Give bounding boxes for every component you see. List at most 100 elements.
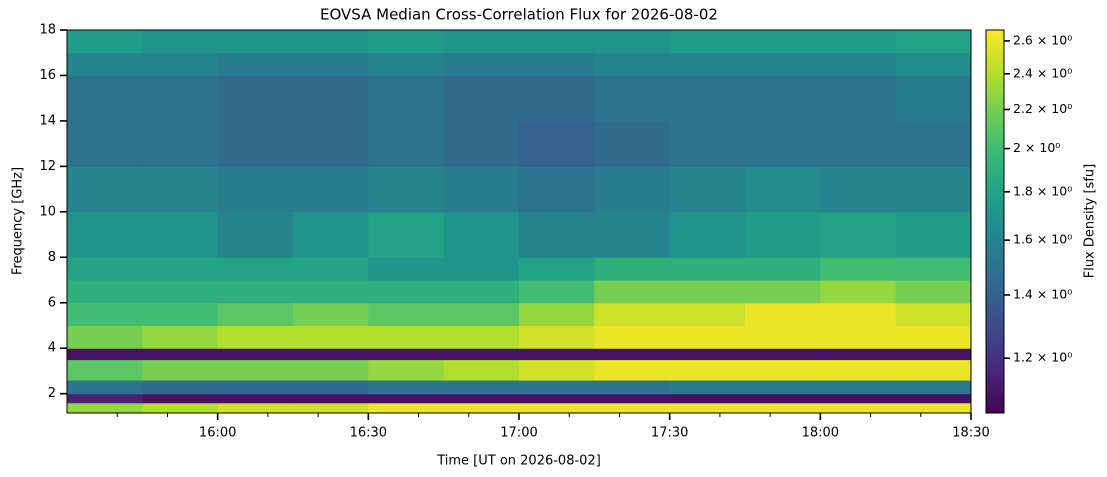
heatmap-cell <box>443 30 520 54</box>
heatmap-cell <box>594 52 671 76</box>
heatmap-cell <box>293 166 369 213</box>
heatmap-cell <box>594 30 671 54</box>
heatmap-cell <box>67 302 143 326</box>
y-tick-label: 18 <box>39 23 56 38</box>
x-tick-label: 16:00 <box>199 426 236 441</box>
colorbar-tick-label: 2.4 × 10⁰ <box>1013 65 1072 80</box>
heatmap-cell <box>293 325 369 349</box>
heatmap-cell <box>895 120 972 167</box>
heatmap-cell <box>669 75 746 122</box>
heatmap-cell <box>293 30 369 54</box>
heatmap-cell <box>142 325 219 349</box>
heatmap-cell <box>519 393 595 404</box>
heatmap-cell <box>67 120 143 167</box>
heatmap-cell <box>217 359 294 381</box>
heatmap-cell <box>519 52 595 76</box>
heatmap-cell <box>745 348 821 361</box>
heatmap-cell <box>519 257 595 281</box>
heatmap-cell <box>368 211 445 258</box>
heatmap-cell <box>594 380 671 395</box>
x-axis-label: Time [UT on 2026-08-02] <box>436 454 601 469</box>
heatmap-cell <box>820 393 897 404</box>
heatmap-cell <box>368 52 445 76</box>
heatmap-cell <box>820 280 897 304</box>
heatmap-cell <box>142 30 219 54</box>
heatmap-cell <box>142 348 219 361</box>
colorbar-tick-label: 1.6 × 10⁰ <box>1013 232 1072 247</box>
heatmap-cell <box>368 166 445 213</box>
heatmap-cell <box>895 75 972 122</box>
heatmap-cell <box>519 348 595 361</box>
heatmap-cell <box>594 75 671 122</box>
y-tick-label: 10 <box>39 204 56 219</box>
heatmap-cell <box>443 348 520 361</box>
heatmap-cell <box>895 393 972 404</box>
heatmap-cell <box>594 302 671 326</box>
colorbar-tick-label: 2.2 × 10⁰ <box>1013 101 1072 116</box>
heatmap-cell <box>519 211 595 258</box>
heatmap-cell <box>293 302 369 326</box>
x-tick-label: 16:30 <box>350 426 387 441</box>
heatmap-cell <box>745 30 821 54</box>
heatmap-cell <box>293 280 369 304</box>
heatmap-cell <box>745 393 821 404</box>
heatmap-cell <box>443 402 520 414</box>
heatmap-cell <box>368 359 445 381</box>
heatmap-cell <box>895 30 972 54</box>
heatmap-cell <box>293 393 369 404</box>
heatmap-cell <box>293 52 369 76</box>
heatmap-cell <box>745 166 821 213</box>
heatmap-cell <box>820 348 897 361</box>
colorbar <box>985 29 1005 414</box>
heatmap-cell <box>594 166 671 213</box>
heatmap-cell <box>217 325 294 349</box>
heatmap-cell <box>519 120 595 167</box>
heatmap-cell <box>820 302 897 326</box>
heatmap-cell <box>669 402 746 414</box>
heatmap-cell <box>594 211 671 258</box>
heatmap-cell <box>669 359 746 381</box>
heatmap-cell <box>519 380 595 395</box>
heatmap-cell <box>745 280 821 304</box>
heatmap-cell <box>67 280 143 304</box>
heatmap-cell <box>745 402 821 414</box>
heatmap-cell <box>443 211 520 258</box>
heatmap-cell <box>669 52 746 76</box>
heatmap-cell <box>895 166 972 213</box>
y-tick-label: 12 <box>39 159 56 174</box>
heatmap-cell <box>67 257 143 281</box>
x-tick-label: 17:30 <box>651 426 688 441</box>
heatmap-cell <box>368 30 445 54</box>
heatmap-cell <box>217 280 294 304</box>
heatmap-cell <box>895 325 972 349</box>
heatmap-cell <box>519 302 595 326</box>
heatmap-cell <box>895 359 972 381</box>
heatmap-cell <box>594 348 671 361</box>
heatmap-cell <box>669 393 746 404</box>
heatmap-cell <box>67 30 143 54</box>
heatmap-cell <box>368 325 445 349</box>
heatmap-cell <box>594 359 671 381</box>
heatmap-cell <box>142 211 219 258</box>
heatmap-cell <box>594 280 671 304</box>
heatmap-cell <box>745 359 821 381</box>
heatmap <box>67 30 972 414</box>
heatmap-cell <box>142 393 219 404</box>
heatmap-cell <box>217 380 294 395</box>
chart-title: EOVSA Median Cross-Correlation Flux for … <box>320 6 718 24</box>
heatmap-cell <box>519 30 595 54</box>
heatmap-cell <box>820 325 897 349</box>
heatmap-cell <box>443 257 520 281</box>
heatmap-cell <box>142 257 219 281</box>
heatmap-cell <box>217 75 294 122</box>
heatmap-cell <box>669 380 746 395</box>
heatmap-cell <box>443 52 520 76</box>
heatmap-cell <box>67 325 143 349</box>
heatmap-cell <box>67 52 143 76</box>
heatmap-cell <box>594 257 671 281</box>
x-tick-label: 18:30 <box>952 426 989 441</box>
heatmap-cell <box>594 120 671 167</box>
heatmap-cell <box>368 380 445 395</box>
heatmap-cell <box>142 302 219 326</box>
